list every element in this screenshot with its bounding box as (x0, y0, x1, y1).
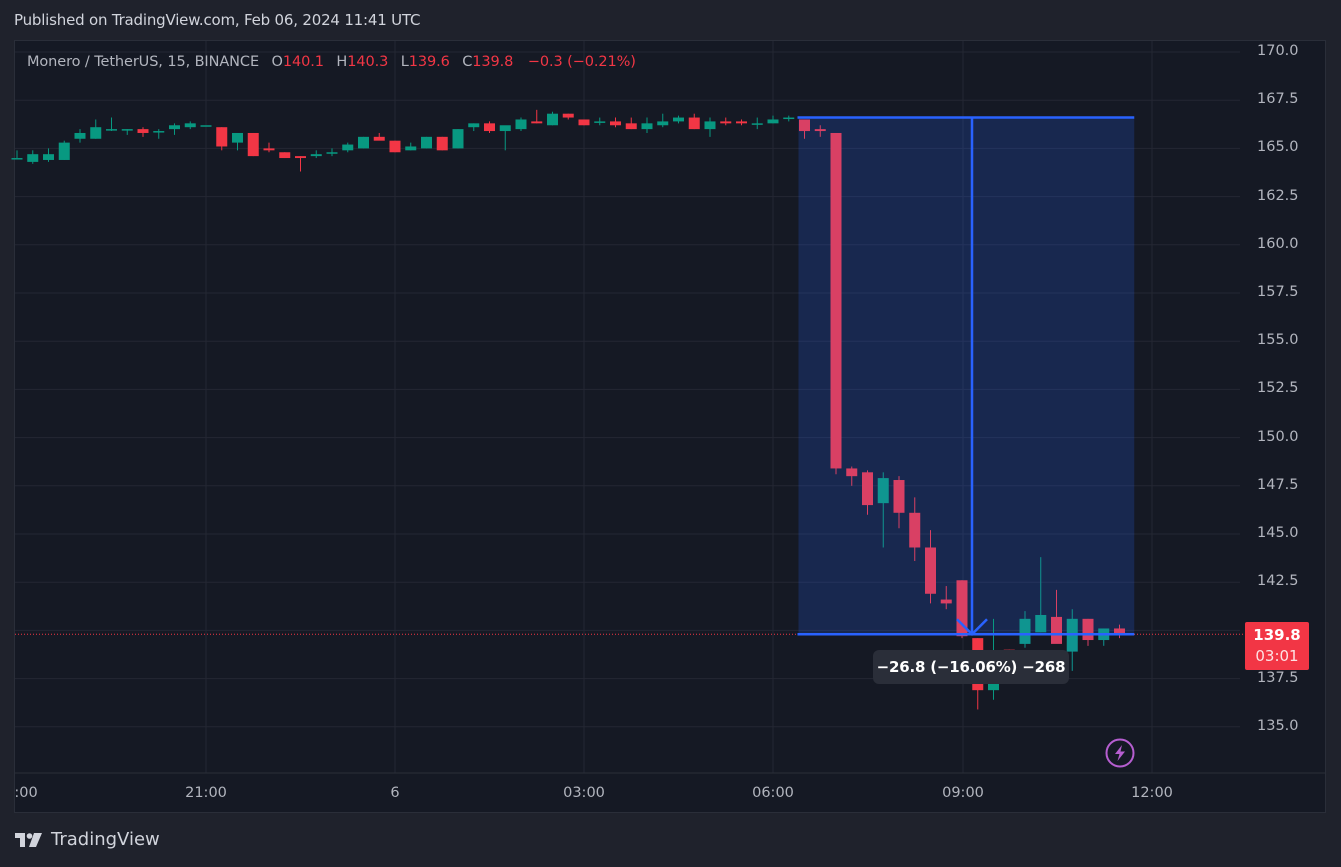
time-tick-label: 12:00 (1131, 785, 1173, 801)
measure-result-label: −26.8 (−16.06%) −268 (873, 650, 1069, 684)
close-value: 139.8 (472, 54, 514, 70)
time-tick-label: 6 (390, 785, 400, 801)
published-caption: Published on TradingView.com, Feb 06, 20… (14, 11, 421, 29)
open-value: 140.1 (282, 54, 324, 70)
time-tick-label: 03:00 (563, 785, 605, 801)
price-tick-label: 152.5 (1257, 380, 1299, 397)
price-tick-label: 135.0 (1257, 717, 1299, 734)
low-label: L (400, 54, 409, 70)
price-tick-label: 145.0 (1257, 525, 1299, 541)
high-label: H (336, 54, 348, 70)
price-tick-label: 170.0 (1257, 43, 1299, 59)
last-price: 139.8 (1253, 626, 1301, 644)
time-tick-label: 06:00 (752, 785, 794, 801)
price-tick-label: 167.5 (1257, 91, 1299, 108)
price-tick-label: 160.0 (1257, 235, 1299, 252)
change-value: −0.3 (−0.21%) (527, 54, 636, 70)
low-value: 139.6 (408, 54, 450, 70)
high-value: 140.3 (347, 54, 389, 70)
open-label: O (271, 54, 283, 70)
chart-frame[interactable] (14, 40, 1326, 813)
tradingview-logo[interactable]: TradingView (15, 829, 160, 850)
lightning-icon[interactable] (1104, 737, 1136, 769)
tradingview-logo-icon (15, 832, 42, 847)
close-label: C (462, 54, 473, 70)
symbol-legend: Monero / TetherUS, 15, BINANCE O140.1 H1… (27, 54, 636, 70)
price-tick-label: 155.0 (1257, 332, 1299, 349)
logo-text: TradingView (51, 829, 160, 850)
price-tick-label: 165.0 (1257, 139, 1299, 156)
price-tick-label: 142.5 (1257, 573, 1299, 590)
time-tick-label: 21:00 (185, 785, 227, 801)
price-tick-label: 150.0 (1257, 428, 1299, 445)
price-tick-label: 137.5 (1257, 669, 1299, 686)
price-tick-label: 157.5 (1257, 284, 1299, 300)
price-tick-label: 147.5 (1257, 476, 1299, 493)
last-price-tag: 139.8 03:01 (1245, 622, 1309, 670)
time-tick-label: :00 (14, 785, 38, 801)
time-tick-label: 09:00 (942, 785, 984, 801)
bar-countdown: 03:01 (1255, 647, 1299, 665)
symbol-name[interactable]: Monero / TetherUS, 15, BINANCE (27, 54, 260, 70)
price-tick-label: 162.5 (1257, 187, 1299, 204)
